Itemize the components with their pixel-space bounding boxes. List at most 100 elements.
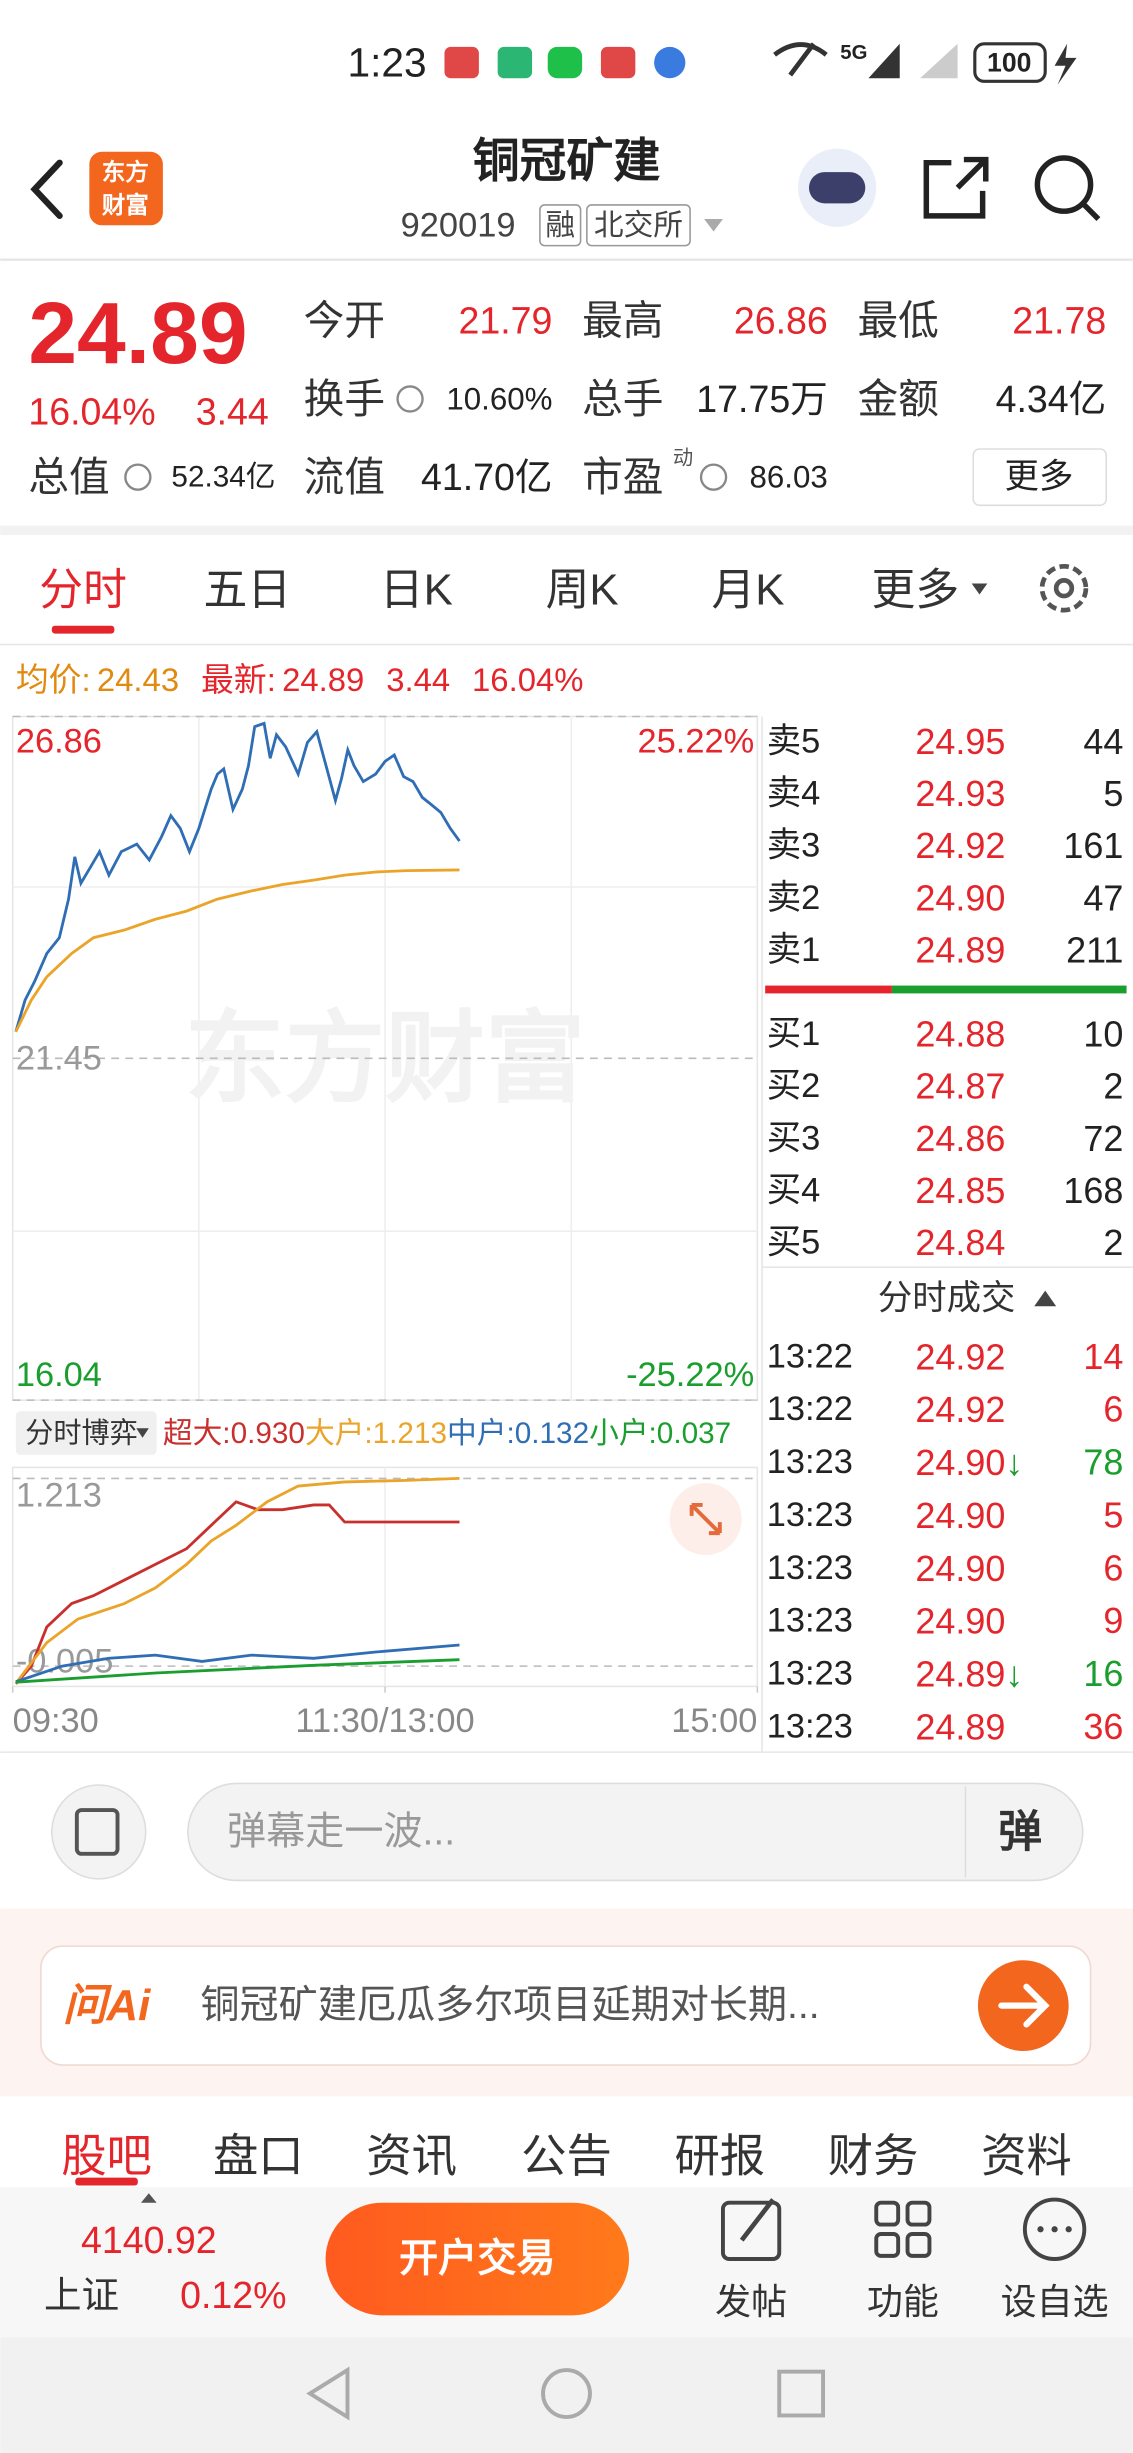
legend-name: 超大:: [163, 1417, 231, 1450]
watch-dot: [1037, 2226, 1044, 2233]
trade-time: 13:23: [767, 1655, 853, 1693]
field-value: 41.70亿: [421, 456, 552, 498]
flow-title-box[interactable]: [15, 1411, 157, 1455]
nav-back[interactable]: [306, 2366, 350, 2421]
watch-dot: [1065, 2226, 1072, 2233]
battery-icon: [973, 42, 1047, 83]
action-label[interactable]: 发帖: [715, 2281, 787, 2322]
trade-volume: 36: [1083, 1706, 1123, 1747]
book-price: 24.89: [915, 929, 1005, 970]
search-button[interactable]: [1034, 155, 1094, 214]
legend-value: 1.213: [373, 1417, 447, 1450]
field-label: 流值: [304, 454, 385, 500]
section-tab[interactable]: 盘口: [213, 2130, 304, 2181]
last-price: 24.89: [28, 284, 247, 382]
series-line: [14, 721, 461, 1033]
trade-price: 24.90: [915, 1547, 1005, 1588]
watch-dot: [1051, 2226, 1058, 2233]
index-toggle[interactable]: [140, 2193, 157, 2203]
tab[interactable]: 更多: [872, 565, 960, 614]
action-label[interactable]: 功能: [867, 2281, 939, 2322]
comment-input[interactable]: [187, 1782, 1084, 1882]
ai-card[interactable]: [40, 1945, 1092, 2066]
y2-tick-label: -25.22%: [626, 1356, 754, 1394]
ai-logo: 问Ai: [63, 1981, 151, 2030]
divider: [0, 525, 1133, 536]
tab[interactable]: 日K: [380, 565, 453, 614]
book-label: 卖3: [767, 827, 821, 865]
book-label: 卖5: [767, 723, 821, 761]
nav-home[interactable]: [541, 2368, 592, 2419]
back-button[interactable]: [30, 159, 63, 220]
x-tick-label: 15:00: [671, 1702, 757, 1740]
tab[interactable]: 月K: [711, 565, 784, 614]
flow-dropdown: [136, 1428, 149, 1438]
trades-title: 分时成交: [878, 1279, 1016, 1317]
summary-item: 均价:: [16, 660, 91, 697]
signal-icon: [920, 43, 958, 79]
nav-recent[interactable]: [777, 2369, 826, 2418]
section-tab[interactable]: 股吧: [61, 2130, 152, 2181]
trade-button[interactable]: [325, 2202, 630, 2316]
trades-toggle[interactable]: [1034, 1290, 1057, 1307]
trade-price: 24.92: [915, 1336, 1005, 1377]
trade-volume: 78: [1083, 1442, 1123, 1483]
y-tick-label: 1.213: [16, 1477, 102, 1515]
post-pen: [739, 2198, 775, 2242]
tag-box: [539, 204, 582, 247]
trade-price: 24.89: [915, 1706, 1005, 1747]
section-tab[interactable]: 资讯: [366, 2130, 457, 2181]
book-volume: 47: [1083, 877, 1123, 918]
summary-item: 16.04%: [472, 660, 583, 697]
section-tab[interactable]: 研报: [674, 2130, 765, 2181]
trade-volume: 9: [1103, 1600, 1123, 1641]
trade-time: 13:23: [767, 1602, 853, 1640]
ai-arrow: [998, 1983, 1050, 2028]
series-line: [14, 1500, 460, 1685]
ask-bar: [765, 985, 892, 994]
bid-bar: [891, 985, 1127, 994]
book-price: 24.88: [915, 1014, 1005, 1055]
section-tab[interactable]: 财务: [828, 2130, 919, 2181]
stock-code: 920019: [401, 206, 516, 244]
trade-button-label[interactable]: 开户交易: [399, 2238, 555, 2281]
expand-icon: [689, 1503, 722, 1536]
comment-settings[interactable]: [51, 1784, 147, 1880]
section-tab[interactable]: 公告: [521, 2130, 612, 2181]
section-tab[interactable]: 资料: [981, 2130, 1072, 2181]
tab[interactable]: 周K: [546, 565, 619, 614]
signal-icon: [868, 43, 900, 79]
info-icon: [124, 463, 152, 491]
trade-time: 13:23: [767, 1707, 853, 1745]
tab-underline: [75, 2177, 138, 2186]
tab[interactable]: 五日: [204, 565, 292, 614]
more-button[interactable]: [972, 448, 1108, 507]
series-line: [15, 1643, 460, 1684]
y-tick-label: 16.04: [16, 1356, 102, 1394]
trade-price: 24.89↓: [915, 1653, 1023, 1694]
tab[interactable]: 分时: [39, 565, 127, 614]
book-label: 买2: [767, 1067, 821, 1105]
field-value: 52.34亿: [171, 461, 275, 494]
tab-underline: [51, 625, 115, 634]
book-volume: 10: [1083, 1014, 1123, 1055]
action-label[interactable]: 设自选: [1001, 2281, 1109, 2322]
x-tick-label: 09:30: [13, 1702, 99, 1740]
trade-price-value: 24.89: [915, 1653, 1005, 1694]
trade-time: 13:23: [767, 1496, 853, 1534]
trade-volume: 16: [1083, 1653, 1123, 1694]
book-price: 24.95: [915, 721, 1005, 762]
share-button[interactable]: [923, 156, 989, 219]
trade-price-value: 24.89: [915, 1706, 1005, 1747]
x-tick-label: 11:30/13:00: [295, 1702, 474, 1740]
status-icon: [547, 46, 583, 79]
legend-value: 0.037: [657, 1417, 731, 1450]
danmaku-button[interactable]: 弹: [998, 1807, 1042, 1856]
y2-tick-label: 25.22%: [638, 723, 755, 761]
code-dropdown[interactable]: [704, 219, 723, 232]
summary-item: 最新:: [201, 660, 276, 697]
settings-center: [1053, 578, 1075, 599]
logo-text: 财富: [102, 191, 149, 218]
trade-price-value: 24.92: [915, 1389, 1005, 1430]
